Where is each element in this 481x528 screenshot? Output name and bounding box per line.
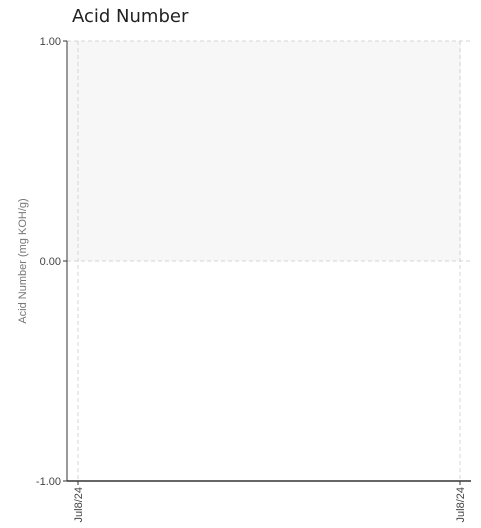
y-tick-label: 1.00 [40, 36, 61, 48]
grid-lines [67, 40, 473, 481]
x-tick-label: Jul8/24 [455, 487, 467, 522]
y-tick-label: -1.00 [36, 476, 61, 488]
upper-band [68, 41, 461, 261]
chart-title: Acid Number [72, 6, 189, 27]
x-ticks: Jul8/24 Jul8/24 [73, 481, 467, 522]
y-ticks: 1.00 0.00 -1.00 [36, 36, 67, 488]
x-tick-label: Jul8/24 [73, 487, 85, 522]
y-axis-title: Acid Number (mg KOH/g) [17, 198, 29, 323]
y-tick-label: 0.00 [40, 256, 61, 268]
